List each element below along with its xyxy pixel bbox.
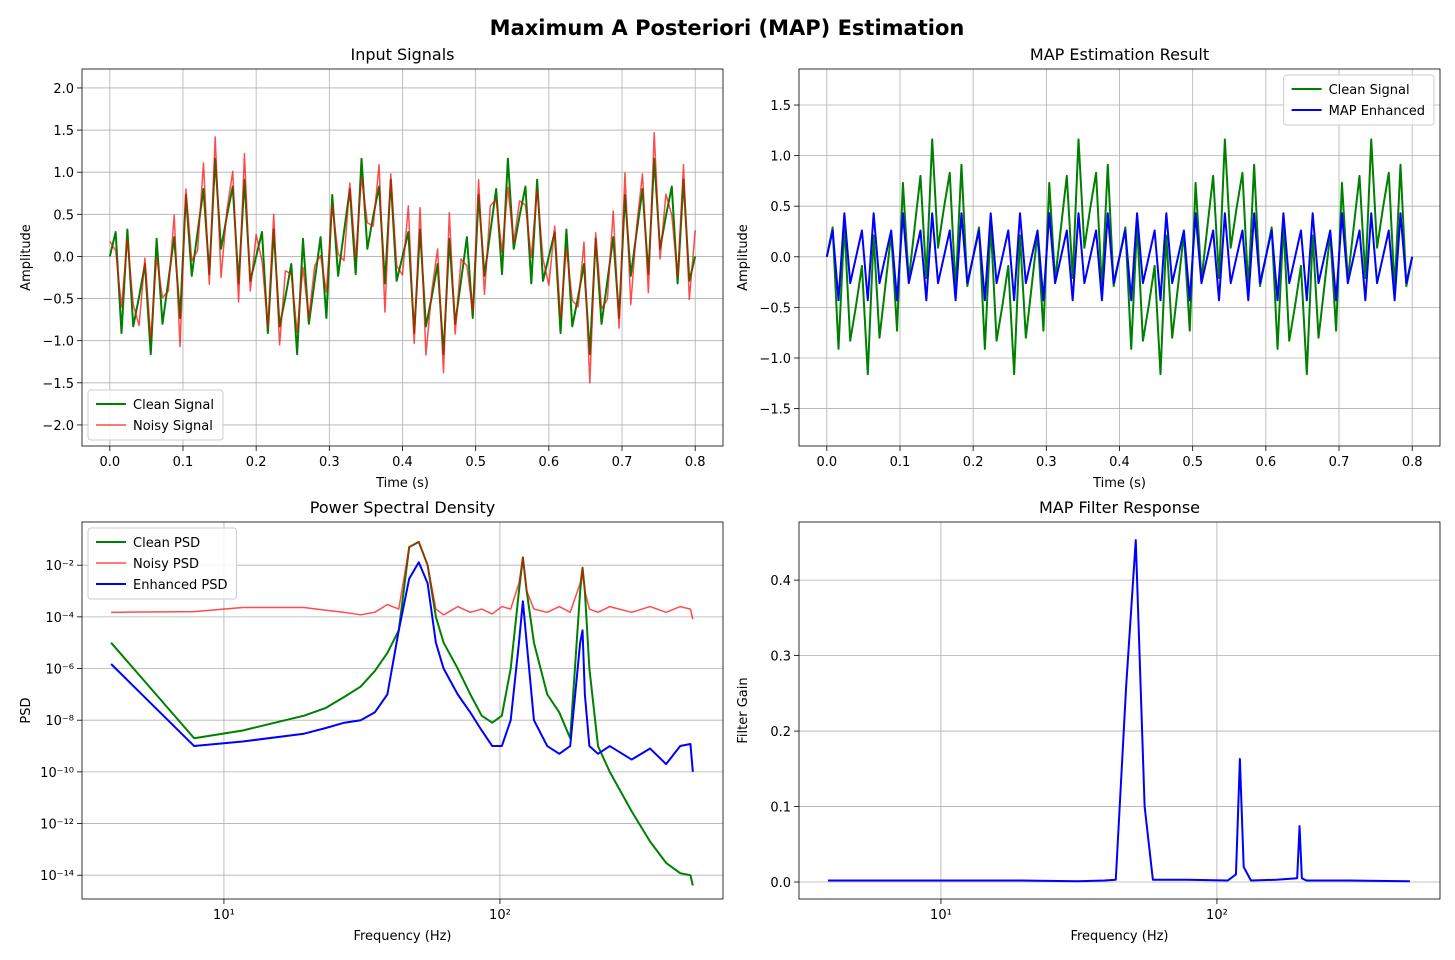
axes-frame xyxy=(81,521,724,900)
y-axis-label: PSD xyxy=(19,697,34,723)
y-tick-label: 0.4 xyxy=(770,574,791,589)
axes-frame xyxy=(798,521,1441,900)
x-tick-label: 0.2 xyxy=(963,455,984,470)
axes-frame xyxy=(798,68,1441,447)
y-tick-label: −0.5 xyxy=(42,293,74,308)
chart-title: MAP Filter Response xyxy=(1039,498,1200,517)
y-tick-label: −2.0 xyxy=(42,419,74,434)
legend-box xyxy=(1283,74,1435,126)
y-axis-label: Filter Gain xyxy=(736,677,751,743)
legend-label: Noisy Signal xyxy=(133,419,213,434)
x-tick-label: 0.2 xyxy=(246,455,267,470)
legend: Clean Signal MAP Enhanced xyxy=(1283,74,1435,126)
x-axis-label: Time (s) xyxy=(1092,476,1146,491)
x-tick-label: 0.8 xyxy=(1402,455,1423,470)
x-tick-label: 10² xyxy=(489,908,511,923)
y-tick-label: 10⁻¹⁴ xyxy=(40,869,74,884)
x-tick-label: 0.6 xyxy=(539,455,560,470)
y-axis-label: Amplitude xyxy=(19,224,34,291)
y-tick-label: 0.0 xyxy=(770,876,791,891)
y-axis-label: Amplitude xyxy=(736,224,751,291)
x-axis-label: Frequency (Hz) xyxy=(1070,929,1168,944)
y-tick-label: −1.0 xyxy=(42,335,74,350)
y-tick-label: 1.5 xyxy=(770,99,791,114)
legend-label: Noisy PSD xyxy=(133,557,199,572)
y-tick-label: 0.5 xyxy=(770,200,791,215)
chart-title: MAP Estimation Result xyxy=(1030,45,1209,64)
x-tick-label: 0.5 xyxy=(1182,455,1203,470)
x-tick-label: 10¹ xyxy=(930,908,952,923)
legend-label: Clean PSD xyxy=(133,536,200,551)
x-tick-label: 0.7 xyxy=(612,455,633,470)
y-tick-label: 10⁻¹² xyxy=(40,818,74,833)
y-tick-label: 1.0 xyxy=(770,150,791,165)
x-tick-label: 0.6 xyxy=(1256,455,1277,470)
legend-label: Enhanced PSD xyxy=(133,578,228,593)
series-line xyxy=(828,539,1410,883)
y-tick-label: 10⁻⁶ xyxy=(45,663,74,678)
y-tick-label: 0.3 xyxy=(770,650,791,665)
x-tick-label: 10² xyxy=(1206,908,1228,923)
y-tick-label: 0.0 xyxy=(53,250,74,265)
x-tick-label: 0.7 xyxy=(1329,455,1350,470)
y-tick-label: 1.5 xyxy=(53,124,74,139)
chart-title: Input Signals xyxy=(351,45,455,64)
y-tick-label: 0.0 xyxy=(770,251,791,266)
x-tick-label: 0.0 xyxy=(816,455,837,470)
y-tick-label: −1.5 xyxy=(42,377,74,392)
legend: Clean Signal Noisy Signal xyxy=(87,389,224,441)
series-line xyxy=(109,131,696,384)
chart-title: Power Spectral Density xyxy=(310,498,495,517)
x-tick-label: 0.3 xyxy=(1036,455,1057,470)
x-tick-label: 10¹ xyxy=(213,908,235,923)
x-tick-label: 0.1 xyxy=(173,455,194,470)
series-line xyxy=(111,541,694,620)
x-tick-label: 0.4 xyxy=(1109,455,1130,470)
y-tick-label: 0.2 xyxy=(770,725,791,740)
x-tick-label: 0.1 xyxy=(890,455,911,470)
y-tick-label: −0.5 xyxy=(759,301,791,316)
series-line xyxy=(110,540,694,886)
y-tick-label: 10⁻² xyxy=(45,559,74,574)
x-axis-label: Frequency (Hz) xyxy=(353,929,451,944)
y-tick-label: 10⁻¹⁰ xyxy=(40,766,74,781)
series-line xyxy=(825,212,1414,302)
legend: Clean PSD Noisy PSD Enhanced PSD xyxy=(87,527,238,600)
y-tick-label: 0.5 xyxy=(53,208,74,223)
y-tick-label: 2.0 xyxy=(53,82,74,97)
legend-box xyxy=(87,389,224,441)
y-tick-label: 10⁻⁴ xyxy=(45,611,74,626)
x-tick-label: 0.5 xyxy=(465,455,486,470)
legend-label: Clean Signal xyxy=(1329,83,1410,98)
legend-label: Clean Signal xyxy=(133,398,214,413)
x-tick-label: 0.4 xyxy=(392,455,413,470)
x-tick-label: 0.8 xyxy=(685,455,706,470)
legend-label: MAP Enhanced xyxy=(1329,104,1425,119)
y-tick-label: 0.1 xyxy=(770,801,791,816)
axes-frame xyxy=(81,68,724,447)
x-tick-label: 0.0 xyxy=(99,455,120,470)
plot-area xyxy=(799,522,1440,899)
y-tick-label: −1.5 xyxy=(759,403,791,418)
y-tick-label: 1.0 xyxy=(53,166,74,181)
y-tick-label: 10⁻⁸ xyxy=(45,714,74,729)
legend-box xyxy=(87,527,238,600)
figure-title: Maximum A Posteriori (MAP) Estimation xyxy=(490,16,965,40)
series-line xyxy=(110,561,694,772)
y-tick-label: −1.0 xyxy=(759,352,791,367)
x-axis-label: Time (s) xyxy=(375,476,429,491)
x-tick-label: 0.3 xyxy=(319,455,340,470)
